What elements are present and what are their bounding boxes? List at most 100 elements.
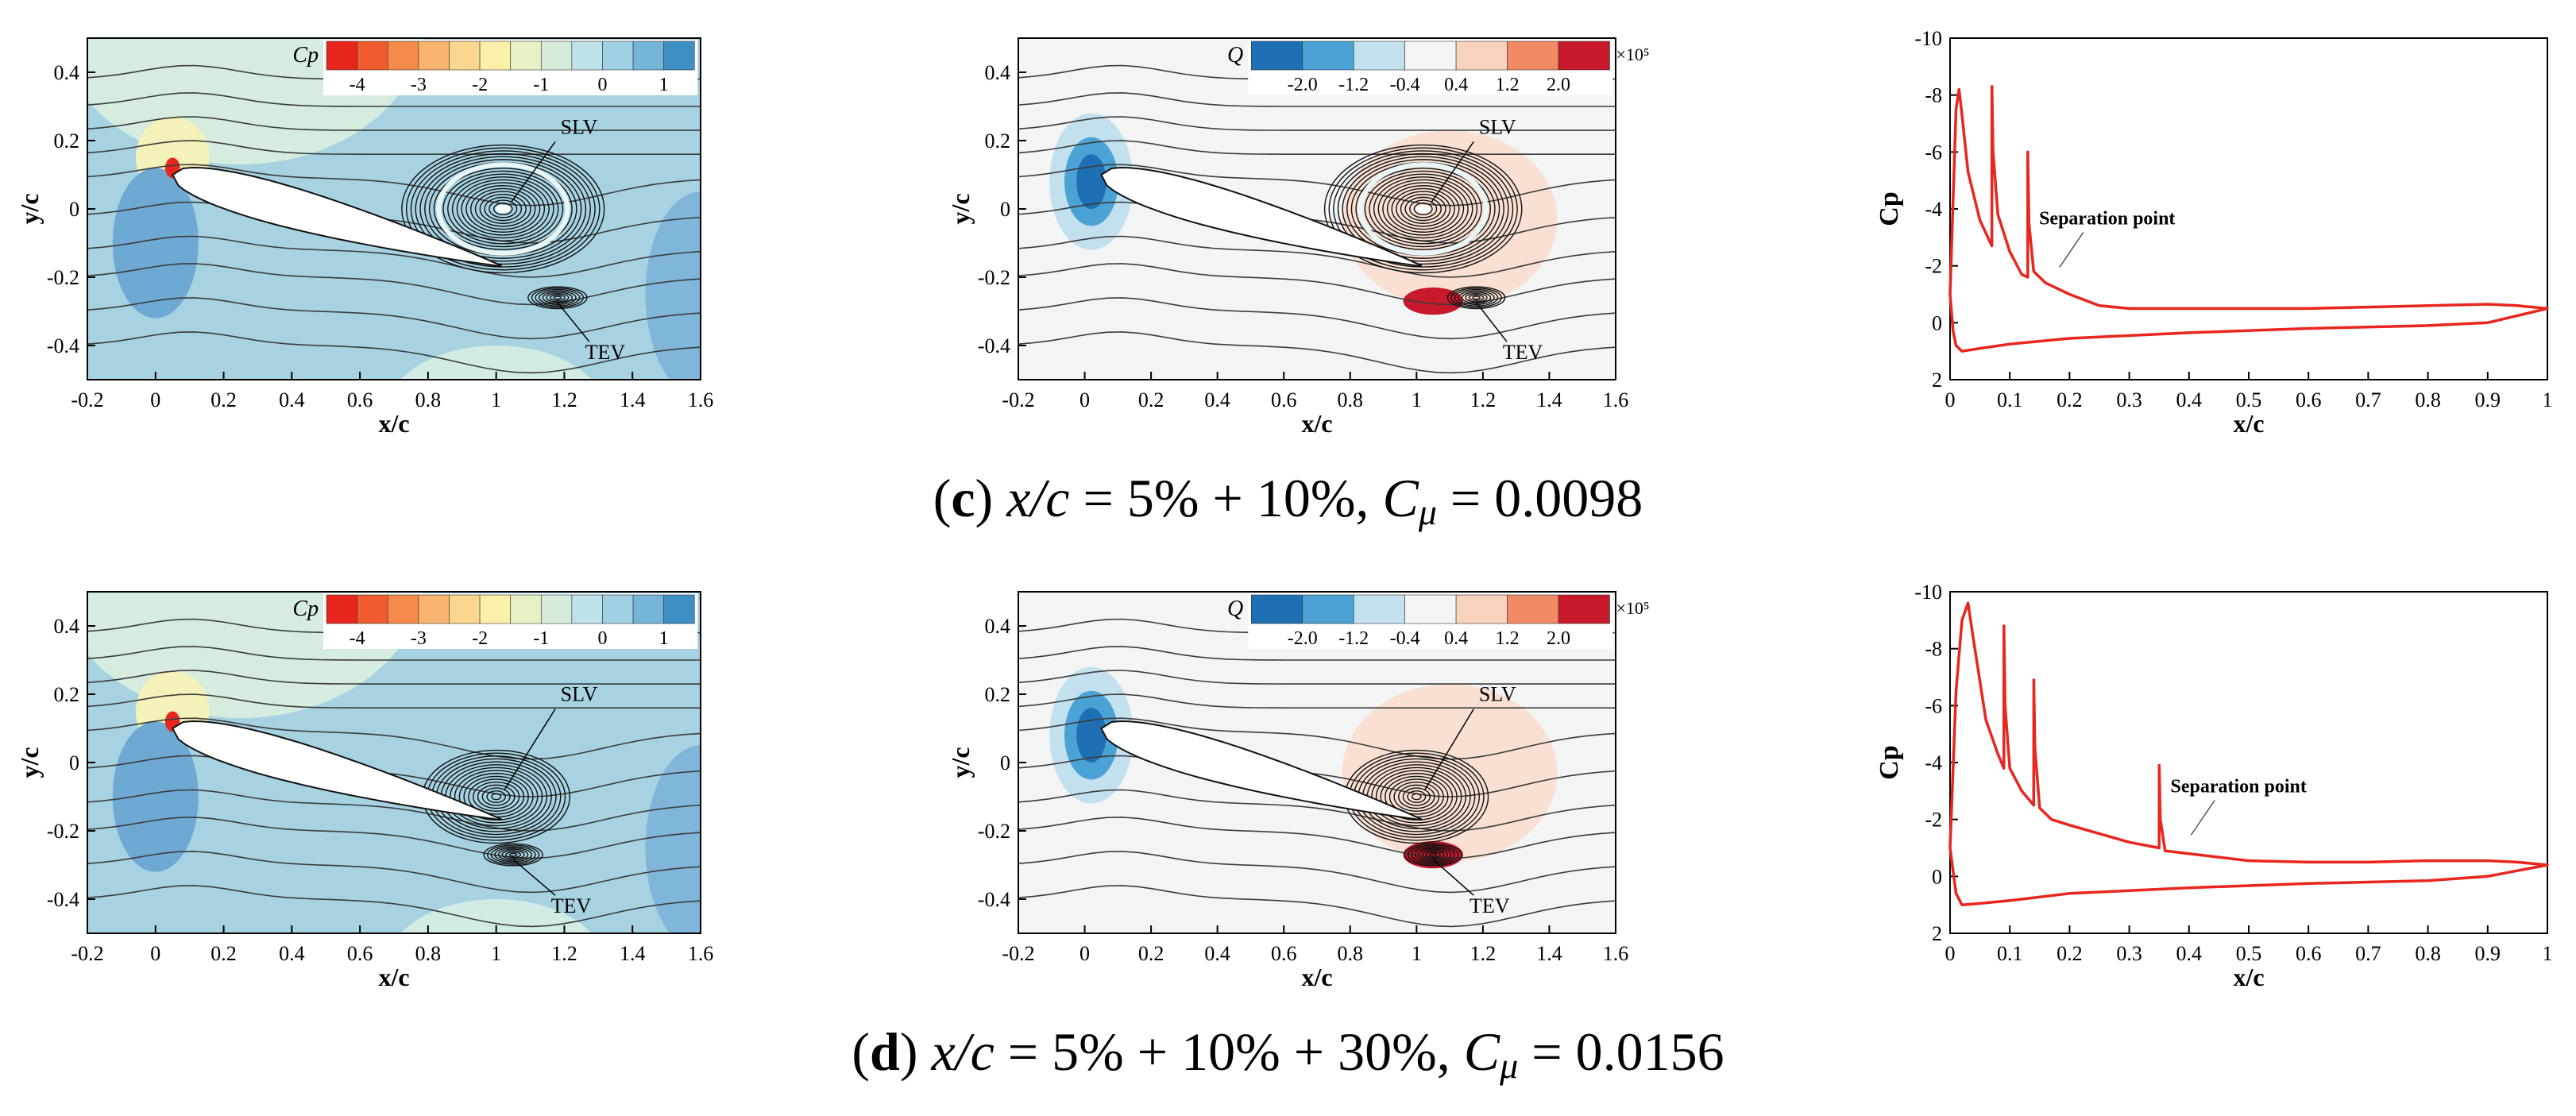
caption-symbol: C xyxy=(1463,1021,1500,1082)
streamline xyxy=(1018,670,1616,685)
slv-ring xyxy=(401,144,605,274)
y-tick-label: 0 xyxy=(69,198,79,221)
legend-tick: -3 xyxy=(411,75,427,95)
legend-swatch xyxy=(571,41,603,71)
caption-equation: = 5% + 10%, xyxy=(1083,468,1369,528)
x-tick-label: 0.6 xyxy=(347,388,373,411)
legend-swatch xyxy=(1507,41,1559,71)
x-tick-label: 0.6 xyxy=(347,942,373,965)
x-tick-label: -0.2 xyxy=(71,388,103,411)
x-tick-label: 0.8 xyxy=(415,388,442,411)
x-tick-label: 0.8 xyxy=(1338,942,1364,965)
slv-ring xyxy=(405,147,601,271)
slv-ring xyxy=(1373,176,1473,241)
legend-scale: ×10⁵ xyxy=(1616,44,1649,64)
tev-ring xyxy=(486,844,540,865)
streamline xyxy=(87,885,701,928)
legend-tick: 1.2 xyxy=(1496,628,1520,649)
slv-ring xyxy=(1333,150,1514,268)
slv-ring xyxy=(1407,790,1427,804)
legend-swatch xyxy=(479,594,511,624)
legend-tick: -2 xyxy=(472,75,488,95)
x-tick-label: 0.3 xyxy=(2116,942,2142,965)
legend-swatch xyxy=(1250,594,1303,624)
streamline xyxy=(87,201,701,244)
legend-tick: -1 xyxy=(533,628,549,649)
streamline xyxy=(87,140,701,155)
y-tick-label: -0.4 xyxy=(47,334,79,357)
slv-ring xyxy=(1377,179,1469,239)
airfoil xyxy=(171,166,502,268)
y-tick-label: 0 xyxy=(69,751,79,774)
legend-title: Q xyxy=(1227,43,1243,68)
streamline xyxy=(1018,693,1616,709)
q-contour-panel-c: -0.2 0 0.2 0.4 0.6 0.8 1 1.2 1.4 1.6 0.4 0.2 0 -0.2 -0… xyxy=(946,37,1650,438)
tev-ring xyxy=(1404,843,1463,867)
legend-swatch xyxy=(357,41,388,71)
y-tick-label: 0.4 xyxy=(985,61,1011,84)
y-tick-label: -0.2 xyxy=(47,266,79,289)
slv-ring xyxy=(1342,156,1504,262)
plot-frame xyxy=(1949,591,2548,934)
vortex-cores xyxy=(401,144,605,310)
caption-equation: = 5% + 10% + 30%, xyxy=(1007,1021,1450,1082)
x-tick-label: 0.7 xyxy=(2355,388,2381,411)
slv-ring xyxy=(1375,770,1458,824)
y-tick-label: -6 xyxy=(1925,141,1942,164)
streamline xyxy=(87,717,701,760)
x-tick-label: 1.2 xyxy=(551,942,577,965)
airfoil xyxy=(171,720,502,821)
y-axis-label: y/c xyxy=(946,747,975,778)
legend-tick: -1.2 xyxy=(1338,75,1369,95)
caption-label: c xyxy=(951,468,975,528)
cp-plot-panel-c: 0 0.1 0.2 0.3 0.4 0.5 0.6 0.7 0.8 0.9 1 -10 -8 -6 -4 -2… xyxy=(1875,27,2553,438)
tev-ring xyxy=(531,288,584,308)
slv-ring xyxy=(470,187,536,230)
streamline xyxy=(87,235,701,278)
slv-ring xyxy=(465,185,541,233)
y-tick-label: -8 xyxy=(1925,84,1942,107)
legend-scale: ×10⁵ xyxy=(1616,598,1649,618)
legend-tick: -2.0 xyxy=(1288,75,1318,95)
x-tick-label: 1 xyxy=(1412,942,1422,965)
legend-swatch xyxy=(479,41,511,71)
streamline xyxy=(87,755,701,797)
annotation-leader xyxy=(1432,859,1474,896)
y-tick-label: 0.4 xyxy=(54,615,80,638)
slv-ring xyxy=(419,156,587,262)
y-axis-label: Cp xyxy=(1875,191,1904,226)
x-tick-label: 1 xyxy=(1412,388,1422,411)
legend-swatch xyxy=(571,594,603,624)
tev-ring xyxy=(546,292,570,303)
x-tick-label: 0.1 xyxy=(1997,942,2023,965)
slv-ring xyxy=(1388,778,1444,815)
slv-ring xyxy=(447,173,559,245)
tev-ring xyxy=(1465,292,1488,303)
annotation-leader xyxy=(2059,232,2084,268)
slv-ring xyxy=(450,767,543,827)
caption-value: = 0.0098 xyxy=(1450,468,1643,528)
slv-ring xyxy=(489,199,518,218)
x-tick-label: -0.2 xyxy=(71,942,103,965)
annotation-leader xyxy=(512,859,556,896)
slv-ring xyxy=(468,778,525,815)
streamline xyxy=(1018,646,1616,661)
y-tick-label: 0.2 xyxy=(54,683,80,706)
slv-ring xyxy=(1323,144,1523,274)
x-tick-label: 0.8 xyxy=(415,942,442,965)
streamline xyxy=(87,789,701,832)
legend-swatch xyxy=(1250,41,1303,71)
caption-variable: x/c xyxy=(931,1021,994,1082)
slv-ring xyxy=(451,176,554,241)
x-axis-label: x/c xyxy=(1301,963,1332,991)
caption-d: (d) x/c = 5% + 10% + 30%, Cμ = 0.0156 xyxy=(852,1021,1724,1086)
y-axis-label: y/c xyxy=(946,193,975,224)
x-tick-label: 0 xyxy=(1945,942,1956,965)
x-tick-label: 0 xyxy=(1079,388,1090,411)
annotation-tev: TEV xyxy=(1503,341,1543,364)
tev-ring xyxy=(494,847,532,863)
vortex-cores xyxy=(1323,144,1523,310)
legend-swatch xyxy=(602,594,634,624)
slv-ring xyxy=(442,170,564,248)
y-tick-label: -0.4 xyxy=(978,888,1010,911)
